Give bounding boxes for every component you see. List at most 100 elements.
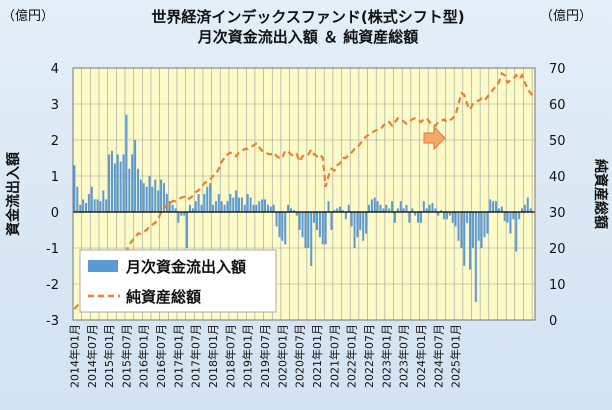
bar-flow: [471, 212, 474, 248]
bar-flow: [440, 210, 443, 212]
left-tick-label: 3: [51, 98, 59, 113]
x-tick-label: 2022年01月: [345, 324, 359, 388]
bar-flow: [281, 212, 284, 241]
left-tick-label: -3: [46, 314, 59, 329]
right-tick-label: 40: [549, 170, 566, 185]
x-tick-label: 2015年01月: [102, 324, 116, 388]
bar-flow: [165, 194, 168, 212]
bar-flow: [183, 212, 186, 216]
legend-line-label: 純資産総額: [126, 288, 201, 306]
bar-flow: [480, 212, 483, 248]
bar-flow: [214, 201, 217, 212]
x-tick-label: 2015年07月: [119, 324, 133, 388]
left-tick-label: 2: [51, 134, 59, 149]
legend-bar-swatch: [88, 260, 118, 272]
plot-border: [72, 67, 536, 321]
bar-flow: [506, 212, 509, 223]
x-tick-label: 2023年07月: [397, 324, 411, 388]
bar-flow: [339, 206, 342, 212]
bar-flow: [373, 197, 376, 212]
bar-flow: [318, 212, 321, 238]
bar-flow: [370, 199, 373, 212]
bar-flow: [229, 194, 232, 212]
bar-flow: [232, 197, 235, 212]
bar-flow: [298, 212, 301, 230]
bar-flow: [145, 186, 148, 212]
bar-flow: [295, 212, 298, 216]
bar-flow: [128, 168, 131, 212]
bar-flow: [396, 208, 399, 212]
left-unit-label: （億円）: [2, 8, 54, 24]
bar-flow: [110, 150, 113, 212]
left-axis-label: 資金流出入額: [5, 152, 22, 236]
bar-flow: [492, 201, 495, 212]
bar-flow: [359, 212, 362, 230]
bar-flow: [385, 204, 388, 212]
bar-flow: [96, 199, 99, 212]
bar-flow: [82, 199, 85, 212]
bar-flow: [240, 197, 243, 212]
bar-flow: [512, 212, 515, 220]
bar-flow: [188, 204, 191, 212]
left-tick-label: -1: [46, 242, 59, 257]
bar-flow: [365, 212, 368, 234]
bar-flow: [483, 212, 486, 238]
bar-flow: [131, 154, 134, 212]
x-tick-label: 2023年01月: [379, 324, 393, 388]
bar-flow: [200, 204, 203, 212]
bar-flow: [520, 208, 524, 212]
bar-flow: [73, 165, 76, 212]
bar-flow: [174, 208, 177, 212]
bar-flow: [526, 197, 529, 212]
bar-flow: [382, 208, 385, 212]
x-tick-label: 2021年01月: [310, 324, 324, 388]
annotation-arrow-icon: [423, 125, 446, 151]
bar-flow: [463, 212, 466, 266]
bar-flow: [304, 212, 307, 248]
right-axis-label: 純資産総額: [592, 159, 609, 229]
bar-flow: [151, 186, 154, 212]
bar-flow: [489, 199, 492, 212]
bar-flow: [344, 212, 347, 220]
bar-flow: [388, 208, 391, 212]
bar-flow: [119, 161, 122, 212]
left-tick-label: 4: [51, 62, 59, 77]
bar-flow: [315, 212, 319, 230]
right-tick-label: 70: [549, 62, 566, 77]
bar-flow: [249, 197, 252, 212]
x-tick-label: 2017年01月: [171, 324, 185, 388]
x-tick-label: 2019年01月: [241, 324, 255, 388]
bar-flow: [252, 204, 255, 212]
bar-flow: [108, 154, 111, 212]
bar-flow: [220, 201, 223, 212]
x-tick-label: 2022年07月: [362, 324, 376, 388]
bar-flow: [275, 212, 278, 227]
bar-flow: [235, 190, 238, 212]
bar-flow: [246, 194, 249, 212]
line-series: [73, 71, 535, 310]
right-tick-label: 30: [549, 206, 566, 221]
right-tick-label: 60: [549, 98, 566, 113]
chart-title-line2: 月次資金流出入額 ＆ 純資産総額: [197, 28, 418, 46]
bar-flow: [136, 168, 139, 212]
bar-flow: [454, 212, 457, 227]
bar-flow: [495, 201, 498, 212]
bar-flow: [289, 208, 293, 212]
bar-flow: [477, 212, 480, 241]
bar-flow: [509, 212, 512, 234]
bar-flow: [431, 203, 434, 212]
bar-flow: [180, 212, 183, 216]
x-tick-label: 2016年01月: [137, 324, 151, 388]
bar-flow: [437, 212, 440, 216]
bar-flow: [292, 210, 295, 212]
x-tick-label: 2018年01月: [206, 324, 220, 388]
bar-flow: [217, 194, 220, 212]
bar-flow: [278, 212, 281, 238]
bar-flow: [148, 176, 151, 212]
bar-flow: [417, 212, 420, 223]
bar-flow: [113, 163, 116, 212]
bar-flow: [134, 140, 137, 212]
bar-flow: [142, 183, 145, 212]
bar-flow: [405, 204, 408, 212]
bar-flow: [194, 201, 197, 212]
